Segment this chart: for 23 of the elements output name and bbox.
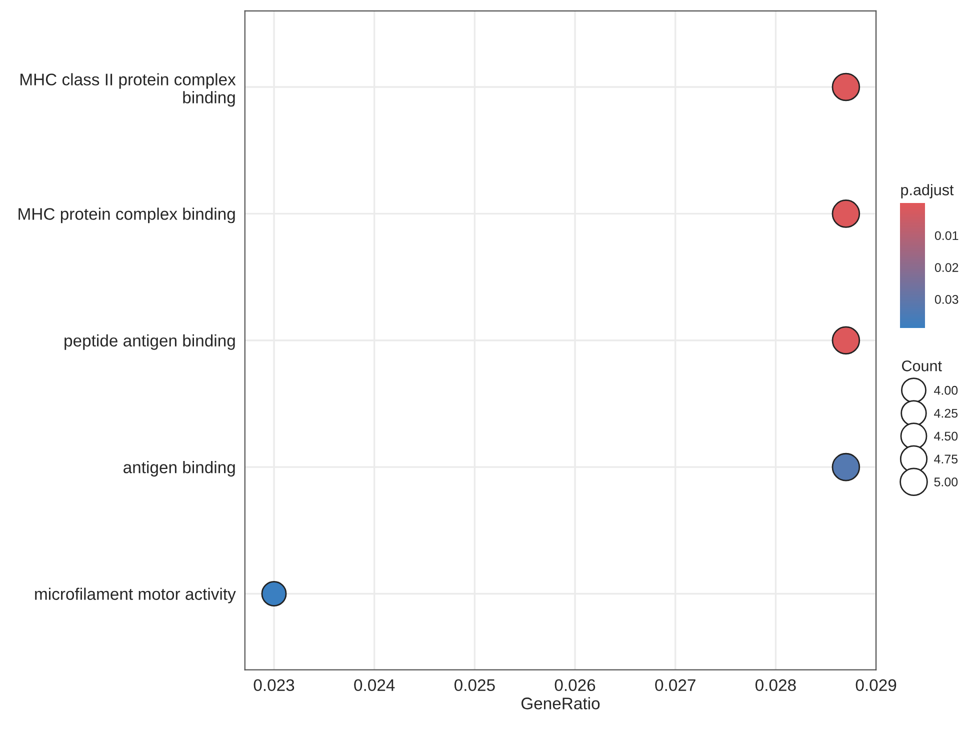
color-bar-label: 0.01 (934, 231, 958, 240)
x-tick-label: 0.029 (856, 679, 896, 692)
x-tick-label: 0.025 (454, 679, 495, 692)
legend-label: 4.75 (934, 454, 958, 464)
y-tick-label: MHC protein complex binding (18, 208, 235, 224)
color-bar-label: 0.02 (934, 263, 958, 272)
x-tick-label: 0.024 (354, 679, 395, 692)
x-axis-title: GeneRatio (521, 697, 600, 710)
legend-label: 4.00 (934, 386, 958, 395)
x-tick-label: 0.027 (655, 679, 696, 692)
y-tick-label: microfilament motor activity (35, 588, 236, 604)
y-tick-label: antigen binding (124, 461, 235, 477)
x-tick-label: 0.023 (254, 679, 294, 692)
y-tick-label: peptide antigen binding (64, 334, 235, 350)
x-tick-label: 0.026 (554, 679, 596, 692)
color-bar-title: p.adjust (901, 184, 954, 198)
legend-title: Count (902, 360, 942, 372)
legend-label: 4.50 (934, 432, 958, 441)
y-tick-label: MHC class II protein complex binding (20, 73, 236, 107)
x-tick-label: 0.028 (756, 679, 796, 692)
legend-label: 5.00 (934, 478, 958, 486)
legend-label: 4.25 (934, 408, 958, 418)
color-bar-label: 0.03 (934, 295, 958, 304)
